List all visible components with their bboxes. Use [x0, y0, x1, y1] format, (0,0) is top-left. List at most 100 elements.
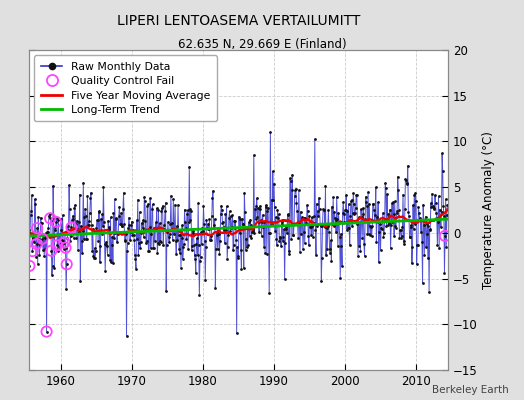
Point: [299, 229, 308, 235]
Point: [308, 214, 316, 221]
Point: [178, 234, 186, 241]
Point: [146, 224, 154, 230]
Point: [353, 192, 361, 198]
Point: [359, 205, 367, 211]
Point: [198, 241, 206, 248]
Point: [415, 210, 423, 216]
Point: [39, 234, 48, 240]
Point: [129, 232, 138, 238]
Point: [254, 219, 263, 226]
Point: [61, 244, 70, 251]
Point: [219, 218, 227, 225]
Point: [60, 239, 69, 246]
Point: [439, 168, 447, 174]
Point: [83, 236, 91, 242]
Point: [207, 237, 215, 244]
Point: [291, 186, 299, 193]
Point: [303, 208, 312, 215]
Point: [315, 206, 324, 212]
Point: [387, 222, 396, 228]
Point: [230, 241, 238, 248]
Point: [28, 248, 37, 254]
Point: [321, 183, 330, 190]
Point: [156, 237, 165, 244]
Point: [411, 190, 420, 196]
Point: [38, 219, 46, 226]
Point: [117, 210, 125, 216]
Point: [442, 243, 451, 250]
Point: [361, 215, 369, 222]
Point: [348, 223, 356, 229]
Point: [91, 254, 100, 261]
Point: [106, 214, 115, 220]
Point: [248, 229, 256, 235]
Point: [84, 222, 93, 229]
Point: [149, 245, 157, 251]
Point: [183, 210, 191, 217]
Point: [138, 224, 147, 231]
Point: [110, 235, 118, 241]
Point: [395, 207, 403, 214]
Point: [356, 248, 365, 254]
Point: [90, 255, 98, 261]
Point: [42, 328, 51, 335]
Point: [381, 180, 389, 186]
Point: [54, 216, 62, 223]
Point: [262, 204, 270, 211]
Point: [66, 238, 74, 244]
Point: [398, 224, 407, 230]
Point: [429, 202, 437, 209]
Point: [209, 188, 217, 194]
Point: [73, 225, 82, 232]
Point: [383, 191, 391, 198]
Point: [205, 216, 214, 223]
Point: [275, 211, 283, 217]
Point: [73, 218, 81, 224]
Point: [74, 247, 82, 253]
Point: [228, 212, 237, 218]
Point: [105, 224, 114, 231]
Point: [211, 285, 220, 292]
Point: [434, 193, 443, 199]
Point: [34, 214, 42, 220]
Point: [122, 231, 130, 237]
Point: [172, 251, 180, 258]
Point: [386, 206, 394, 213]
Point: [259, 224, 267, 230]
Point: [51, 224, 59, 230]
Point: [424, 255, 432, 262]
Point: [65, 182, 73, 188]
Point: [377, 226, 386, 232]
Point: [195, 292, 203, 298]
Point: [269, 196, 278, 203]
Point: [267, 222, 275, 228]
Point: [102, 242, 110, 248]
Point: [151, 238, 159, 244]
Point: [57, 216, 66, 222]
Point: [101, 241, 109, 247]
Point: [380, 230, 388, 236]
Point: [161, 200, 170, 206]
Point: [166, 230, 174, 237]
Point: [149, 244, 158, 251]
Point: [68, 217, 76, 223]
Point: [367, 233, 376, 239]
Point: [190, 252, 199, 259]
Point: [275, 238, 283, 244]
Point: [185, 163, 193, 170]
Point: [322, 252, 330, 258]
Point: [425, 288, 433, 295]
Point: [334, 243, 342, 249]
Point: [165, 234, 173, 240]
Point: [309, 234, 317, 240]
Point: [403, 162, 412, 169]
Point: [179, 244, 188, 250]
Point: [57, 226, 65, 233]
Point: [245, 233, 254, 239]
Point: [363, 231, 372, 237]
Point: [139, 234, 148, 241]
Point: [216, 210, 225, 217]
Point: [242, 236, 250, 242]
Text: 62.635 N, 29.669 E (Finland): 62.635 N, 29.669 E (Finland): [178, 38, 346, 51]
Point: [160, 222, 169, 228]
